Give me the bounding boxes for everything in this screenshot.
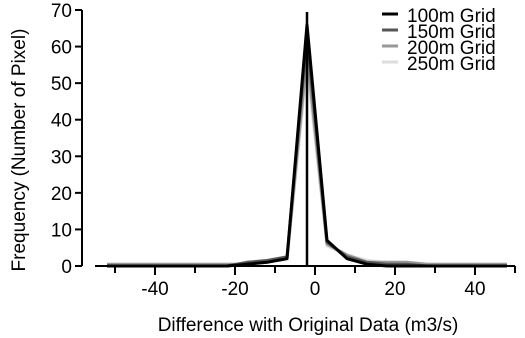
y-tick-label: 50: [51, 74, 72, 95]
y-tick-label: 10: [51, 220, 72, 241]
x-tick-label: 40: [464, 279, 485, 300]
legend-label: 100m Grid: [407, 6, 496, 27]
y-tick-label: 40: [51, 111, 72, 132]
legend-label: 200m Grid: [407, 38, 496, 59]
y-axis-ticks: 0 10 20 30 40 50 60 70: [51, 1, 82, 278]
legend-label: 250m Grid: [407, 54, 496, 75]
y-tick-label: 60: [51, 38, 72, 59]
x-tick-label: 0: [310, 279, 321, 300]
y-tick-label: 30: [51, 147, 72, 168]
y-tick-label: 70: [51, 1, 72, 22]
x-tick-label: 20: [384, 279, 405, 300]
y-tick-label: 20: [51, 184, 72, 205]
y-axis-label: Frequency (Number of Pixel): [9, 29, 30, 272]
x-tick-label: -40: [141, 279, 168, 300]
x-tick-label: -20: [221, 279, 248, 300]
legend-label: 150m Grid: [407, 22, 496, 43]
x-axis-ticks: -40 -20 0 20 40: [114, 266, 516, 300]
y-tick-label: 0: [61, 257, 72, 278]
x-axis-label: Difference with Original Data (m3/s): [158, 315, 459, 336]
